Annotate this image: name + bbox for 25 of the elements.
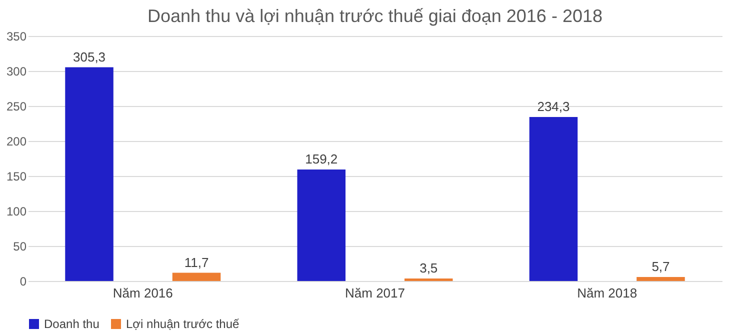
x-tick-label: Năm 2018 [577, 286, 638, 300]
x-tick-label: Năm 2017 [345, 286, 405, 300]
bar [529, 116, 578, 281]
y-tick-label: 300 [6, 64, 27, 78]
data-label: 3,5 [420, 260, 438, 276]
y-tick-label: 200 [6, 134, 27, 148]
y-tick-label: 50 [13, 240, 27, 254]
bar [172, 272, 221, 281]
data-label: 234,3 [537, 98, 570, 114]
bar [636, 277, 685, 281]
data-label: 5,7 [652, 259, 670, 274]
legend-label: Doanh thu [44, 317, 100, 331]
chart-title: Doanh thu và lợi nhuận trước thuế giai đoạn 2016 - 2018 [148, 6, 602, 26]
y-tick-label: 250 [6, 100, 27, 114]
x-tick-label: Năm 2016 [112, 286, 173, 300]
data-label: 305,3 [72, 49, 106, 64]
y-tick-label: 350 [6, 30, 27, 44]
bar [65, 67, 114, 281]
y-tick-label: 100 [6, 204, 27, 218]
y-tick-label: 150 [6, 170, 27, 184]
bar [297, 170, 346, 281]
data-label: 11,7 [184, 254, 209, 270]
data-label: 159,2 [305, 152, 338, 167]
legend-label: Lợi nhuận trước thuế [126, 317, 240, 331]
y-tick-label: 0 [20, 274, 27, 288]
